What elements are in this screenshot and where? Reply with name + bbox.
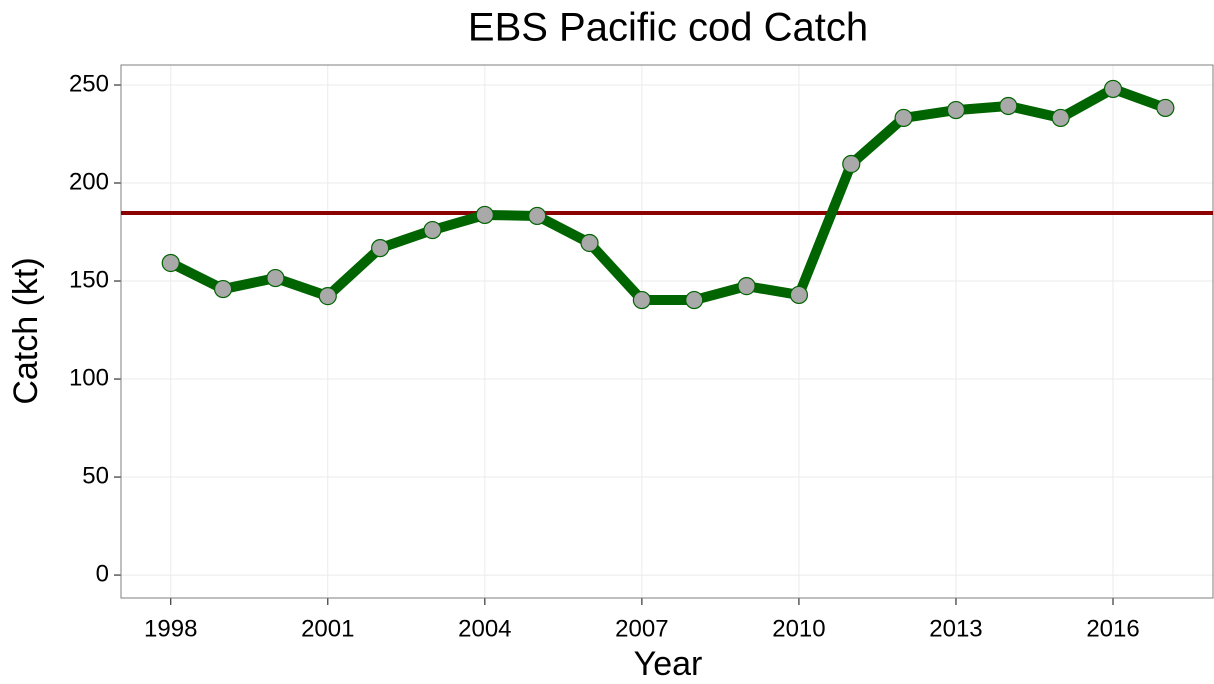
data-point <box>894 108 913 128</box>
data-point <box>1103 79 1123 99</box>
plot-border <box>120 64 1214 599</box>
data-point <box>423 220 442 240</box>
x-tick-label: 2010 <box>772 615 825 642</box>
data-point <box>632 290 651 310</box>
data-point <box>789 285 809 305</box>
data-point <box>266 268 285 288</box>
y-axis-title: Catch (kt) <box>7 257 45 404</box>
data-line <box>168 83 1168 306</box>
data-point <box>946 100 966 120</box>
y-tick-label: 50 <box>82 462 109 489</box>
data-point <box>318 287 337 306</box>
data-point <box>1051 108 1070 128</box>
data-point <box>685 290 704 310</box>
data-point <box>161 253 180 273</box>
data-point <box>842 154 861 174</box>
y-tick-label: 0 <box>96 560 109 587</box>
data-point <box>528 206 547 226</box>
x-tick-label: 2007 <box>615 615 668 642</box>
data-point <box>580 233 599 253</box>
y-tick-label: 250 <box>69 70 109 97</box>
chart-title: EBS Pacific cod Catch <box>468 6 868 50</box>
data-point <box>371 238 390 258</box>
y-tick-label: 200 <box>69 168 109 195</box>
data-point <box>999 96 1018 116</box>
x-tick-label: 2013 <box>929 615 982 642</box>
x-tick-label: 1998 <box>144 615 197 642</box>
data-point <box>1156 98 1175 118</box>
x-axis-title: Year <box>634 645 703 683</box>
x-tick-label: 2001 <box>301 615 354 642</box>
data-point <box>213 279 233 299</box>
x-tick-label: 2016 <box>1086 615 1139 642</box>
x-tick-label: 2004 <box>458 615 511 642</box>
y-tick-label: 100 <box>69 364 109 391</box>
data-point <box>475 205 494 225</box>
data-point <box>737 277 756 296</box>
y-tick-label: 150 <box>69 266 109 293</box>
